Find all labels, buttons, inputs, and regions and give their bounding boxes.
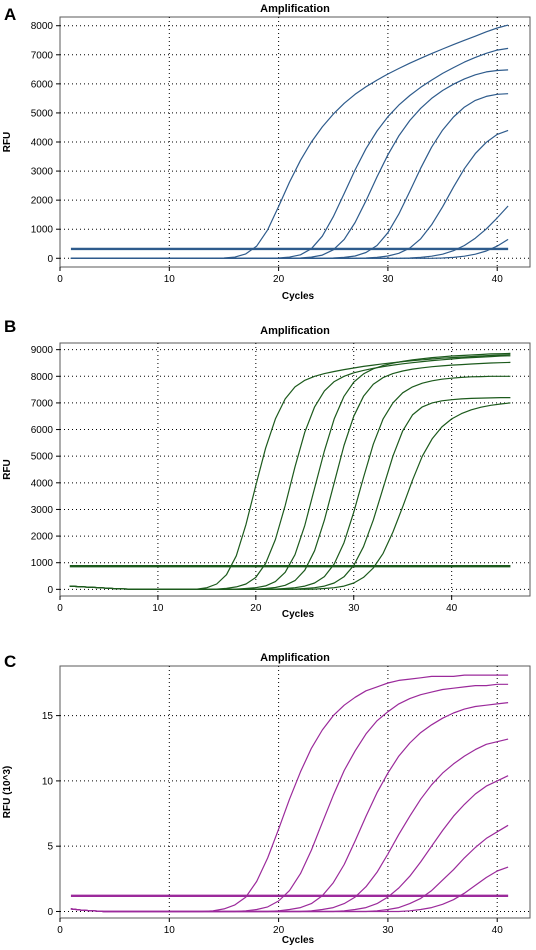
panel-letter: C [4,652,16,671]
y-tick-label: 4000 [31,138,54,149]
x-tick-label: 30 [382,274,394,285]
y-tick-label: 15 [42,711,54,722]
x-tick-label: 30 [348,603,360,614]
y-tick-label: 1000 [31,558,54,569]
chart-panel-c: C Amplification 0 10 20 30 40 0 5 10 15 Cycles RFU (… [2,652,531,946]
y-tick-label: 0 [47,585,53,596]
y-tick-label: 0 [47,907,53,918]
chart-panel-a: A Amplification 0 10 20 30 40 0 1000 2000 3000 4000… [2,3,531,302]
y-axis-label: RFU [2,132,13,153]
y-axis-label: RFU (10^3) [2,766,13,819]
y-tick-label: 2000 [31,196,54,207]
x-tick-label: 0 [57,925,63,936]
x-axis-label: Cycles [282,291,315,302]
plot-area [59,665,531,919]
y-tick-label: 0 [47,254,53,265]
plot-area [59,16,531,268]
y-tick-label: 5000 [31,452,54,463]
y-tick-label: 2000 [31,532,54,543]
y-tick-label: 4000 [31,478,54,489]
y-axis-label: RFU [2,459,13,480]
amplification-curve-7 [69,402,511,590]
y-tick-label: 8000 [31,21,54,32]
x-tick-label: 40 [492,925,504,936]
y-tick-label: 8000 [31,372,54,383]
y-tick-label: 10 [42,776,54,787]
series-group [70,674,509,913]
y-tick-label: 7000 [31,398,54,409]
amplification-curve-7 [70,866,509,913]
y-tick-label: 3000 [31,505,54,516]
y-tick-label: 3000 [31,167,54,178]
chart-title: Amplification [260,652,330,664]
x-tick-label: 10 [164,274,176,285]
y-tick-label: 7000 [31,50,54,61]
y-tick-label: 6000 [31,425,54,436]
x-tick-label: 10 [152,603,164,614]
y-tick-label: 5000 [31,108,54,119]
x-tick-label: 10 [164,925,176,936]
y-tick-label: 1000 [31,225,54,236]
x-axis-label: Cycles [282,935,315,946]
x-tick-label: 30 [382,925,394,936]
panel-letter: A [4,5,16,24]
plot-area [59,342,531,597]
x-tick-label: 40 [446,603,458,614]
x-tick-label: 20 [250,603,262,614]
x-tick-label: 0 [57,603,63,614]
amplification-curve-7 [70,238,509,259]
x-tick-label: 0 [57,274,63,285]
x-tick-label: 40 [492,274,504,285]
series-group [70,24,509,259]
chart-title: Amplification [260,3,330,15]
x-tick-label: 20 [273,274,285,285]
x-tick-label: 20 [273,925,285,936]
x-axis-label: Cycles [282,609,315,620]
y-tick-label: 6000 [31,79,54,90]
panel-letter: B [4,317,16,336]
series-group [69,352,511,590]
y-tick-label: 9000 [31,345,54,356]
y-tick-label: 5 [47,842,53,853]
chart-panel-b: B Amplification 0 10 20 30 40 0 1000 2000 3000 4000… [2,317,531,620]
chart-title: Amplification [260,325,330,337]
